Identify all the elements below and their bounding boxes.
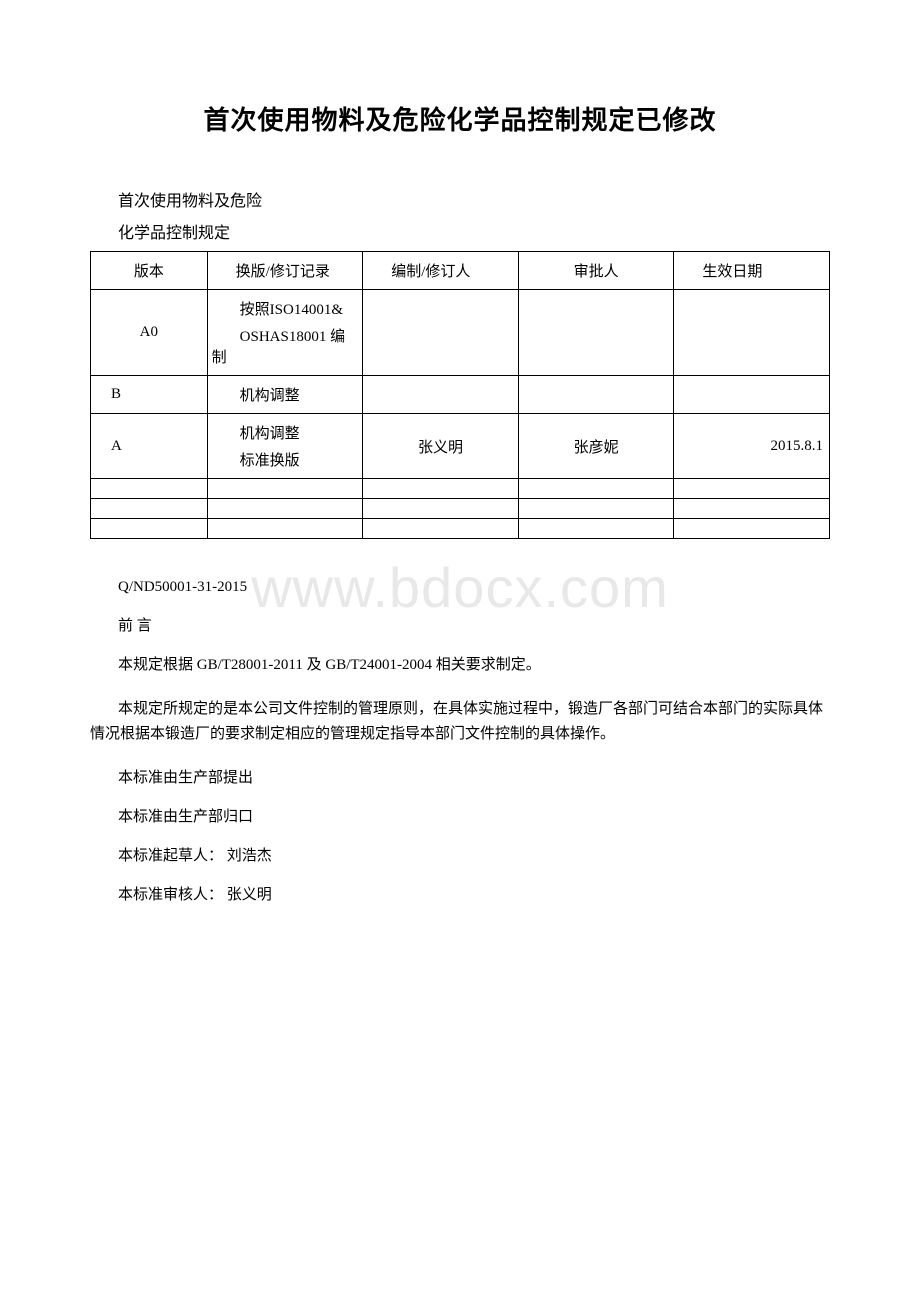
- cell-record: 机构调整 标准换版: [207, 414, 363, 479]
- empty-cell: [91, 479, 208, 499]
- header-editor: 编制/修订人: [363, 252, 519, 290]
- header-record: 换版/修订记录: [207, 252, 363, 290]
- cell-approver: 张彦妮: [518, 414, 674, 479]
- subtitle-line-1: 首次使用物料及危险: [90, 187, 830, 211]
- cell-version: A0: [91, 290, 208, 376]
- document-content: 首次使用物料及危险化学品控制规定已修改 首次使用物料及危险 化学品控制规定 版本…: [90, 100, 830, 904]
- cell-record-line2: OSHAS18001 编制: [212, 325, 359, 367]
- empty-cell: [674, 519, 830, 539]
- body-line: 本标准由生产部提出: [90, 766, 830, 787]
- body-line: 本标准审核人： 张义明: [90, 883, 830, 904]
- table-row: A 机构调整 标准换版 张义明 张彦妮 2015.8.1: [91, 414, 830, 479]
- cell-version: B: [91, 376, 208, 414]
- table-row-empty: [91, 499, 830, 519]
- cell-record-line2: 标准换版: [212, 449, 359, 470]
- document-code: Q/ND50001-31-2015: [90, 579, 830, 596]
- empty-cell: [207, 519, 363, 539]
- cell-date: 2015.8.1: [674, 414, 830, 479]
- table-row-empty: [91, 479, 830, 499]
- cell-record-line1: 机构调整: [212, 422, 359, 443]
- body-line: 本标准由生产部归口: [90, 805, 830, 826]
- table-row: A0 按照ISO14001& OSHAS18001 编制: [91, 290, 830, 376]
- preface-heading: 前 言: [90, 614, 830, 635]
- table-header-row: 版本 换版/修订记录 编制/修订人 审批人 生效日期: [91, 252, 830, 290]
- cell-editor: 张义明: [363, 414, 519, 479]
- empty-cell: [363, 519, 519, 539]
- cell-record: 机构调整: [207, 376, 363, 414]
- empty-cell: [518, 499, 674, 519]
- body-paragraph: 本规定所规定的是本公司文件控制的管理原则，在具体实施过程中，锻造厂各部门可结合本…: [90, 697, 830, 748]
- empty-cell: [363, 479, 519, 499]
- cell-record: 按照ISO14001& OSHAS18001 编制: [207, 290, 363, 376]
- body-paragraph: 本规定根据 GB/T28001-2011 及 GB/T24001-2004 相关…: [90, 653, 830, 679]
- empty-cell: [207, 479, 363, 499]
- cell-approver: [518, 290, 674, 376]
- empty-cell: [363, 499, 519, 519]
- empty-cell: [207, 499, 363, 519]
- header-version: 版本: [91, 252, 208, 290]
- empty-cell: [674, 479, 830, 499]
- header-date: 生效日期: [674, 252, 830, 290]
- empty-cell: [674, 499, 830, 519]
- empty-cell: [518, 479, 674, 499]
- cell-date: [674, 376, 830, 414]
- table-row: B 机构调整: [91, 376, 830, 414]
- cell-date: [674, 290, 830, 376]
- cell-record-text: 机构调整: [212, 384, 359, 405]
- cell-editor: [363, 376, 519, 414]
- empty-cell: [91, 519, 208, 539]
- revision-table: 版本 换版/修订记录 编制/修订人 审批人 生效日期 A0 按照ISO14001…: [90, 251, 830, 539]
- header-approver: 审批人: [518, 252, 674, 290]
- cell-editor: [363, 290, 519, 376]
- body-line: 本标准起草人： 刘浩杰: [90, 844, 830, 865]
- empty-cell: [91, 499, 208, 519]
- cell-approver: [518, 376, 674, 414]
- cell-version: A: [91, 414, 208, 479]
- table-row-empty: [91, 519, 830, 539]
- cell-record-line1: 按照ISO14001&: [212, 298, 359, 319]
- subtitle-line-2: 化学品控制规定: [90, 219, 830, 243]
- empty-cell: [518, 519, 674, 539]
- page-title: 首次使用物料及危险化学品控制规定已修改: [90, 100, 830, 137]
